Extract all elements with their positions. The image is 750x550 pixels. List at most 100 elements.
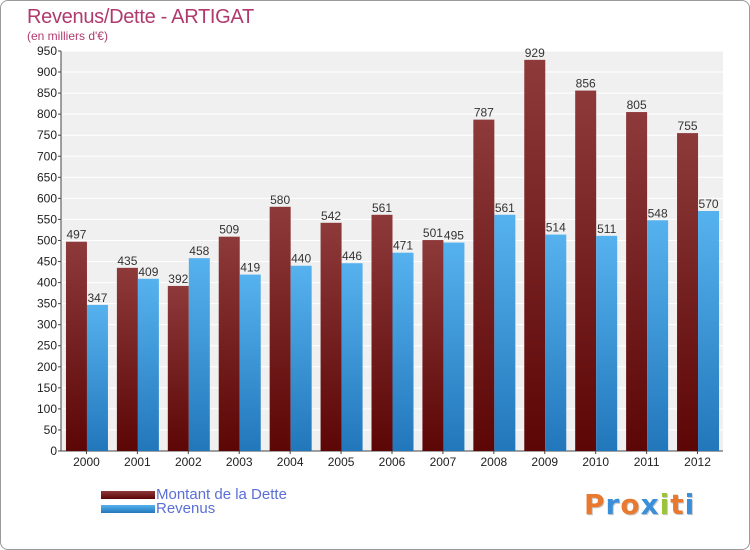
bar-dette-2001 (116, 267, 138, 451)
y-tick-label: 950 (37, 44, 57, 58)
data-label: 787 (474, 106, 494, 120)
y-tick-label: 0 (50, 444, 57, 458)
bar-dette-2009 (524, 59, 546, 452)
legend-item-revenus: Revenus (101, 500, 501, 517)
x-tick-label: 2010 (582, 455, 609, 469)
data-label: 409 (138, 265, 158, 279)
data-label: 570 (699, 197, 719, 211)
bar-dette-2002 (167, 285, 189, 451)
y-tick-label: 700 (37, 149, 57, 163)
bar-revenus-2007 (443, 242, 465, 451)
y-tick-label: 150 (37, 381, 57, 395)
y-tick-label: 500 (37, 233, 57, 247)
y-tick-label: 800 (37, 107, 57, 121)
logo-letter: t (670, 488, 685, 521)
bar-revenus-2002 (188, 258, 210, 451)
data-label: 471 (393, 239, 413, 253)
bar-revenus-2005 (341, 263, 363, 451)
x-tick-label: 2012 (684, 455, 711, 469)
y-tick-label: 400 (37, 276, 57, 290)
bar-revenus-2001 (137, 278, 159, 451)
data-label: 458 (189, 244, 209, 258)
bar-dette-2003 (218, 236, 240, 451)
x-tick-label: 2008 (480, 455, 507, 469)
y-tick-label: 750 (37, 128, 57, 142)
bar-revenus-2000 (86, 304, 108, 451)
legend-label-dette: Montant de la Dette (156, 486, 287, 503)
logo-letter: i (684, 488, 696, 521)
data-label: 497 (66, 228, 86, 242)
y-tick-label: 600 (37, 191, 57, 205)
chart-title: Revenus/Dette - ARTIGAT (27, 6, 254, 28)
data-label: 580 (270, 193, 290, 207)
data-label: 805 (627, 98, 647, 112)
x-tick-label: 2009 (531, 455, 558, 469)
chart-subtitle: (en milliers d'€) (27, 29, 108, 43)
data-label: 929 (525, 46, 545, 60)
data-label: 347 (87, 291, 107, 305)
data-label: 561 (372, 201, 392, 215)
x-tick-label: 2004 (277, 455, 304, 469)
legend-swatch-revenus (101, 505, 155, 513)
legend-swatch-dette (101, 491, 155, 499)
x-tick-label: 2002 (175, 455, 202, 469)
y-tick-label: 900 (37, 65, 57, 79)
data-label: 495 (444, 229, 464, 243)
y-tick-label: 450 (37, 255, 57, 269)
data-label: 509 (219, 223, 239, 237)
y-tick-label: 250 (37, 339, 57, 353)
data-label: 856 (576, 77, 596, 91)
bar-dette-2006 (371, 214, 393, 451)
data-label: 419 (240, 261, 260, 275)
bar-revenus-2008 (494, 214, 516, 451)
x-tick-label: 2007 (430, 455, 457, 469)
logo-letter: i (659, 488, 671, 521)
bar-revenus-2003 (239, 274, 261, 451)
data-label: 392 (168, 272, 188, 286)
legend-label-revenus: Revenus (156, 500, 216, 517)
bar-dette-2005 (320, 222, 342, 451)
y-tick-label: 50 (44, 423, 58, 437)
legend-item-dette: Montant de la Dette (101, 486, 501, 503)
bar-revenus-2004 (290, 265, 312, 451)
data-label: 511 (597, 222, 616, 236)
x-tick-label: 2006 (379, 455, 406, 469)
x-tick-label: 2001 (124, 455, 151, 469)
bar-dette-2008 (473, 119, 495, 451)
y-tick-label: 850 (37, 86, 57, 100)
data-label: 501 (423, 226, 443, 240)
logo-letter: x (640, 488, 660, 521)
bar-revenus-2010 (596, 235, 618, 451)
bar-dette-2007 (422, 240, 444, 451)
bar-dette-2004 (269, 206, 291, 451)
data-label: 435 (117, 254, 137, 268)
bar-revenus-2009 (545, 234, 567, 451)
y-tick-label: 200 (37, 360, 57, 374)
data-label: 440 (291, 252, 311, 266)
y-tick-label: 350 (37, 297, 57, 311)
x-tick-label: 2005 (328, 455, 355, 469)
data-label: 548 (648, 206, 668, 220)
bar-revenus-2011 (647, 220, 669, 451)
data-label: 514 (546, 221, 566, 235)
data-label: 542 (321, 209, 341, 223)
proxiti-logo: Proxiti (584, 488, 695, 521)
y-tick-label: 550 (37, 212, 57, 226)
x-tick-label: 2000 (73, 455, 100, 469)
bar-dette-2012 (677, 133, 699, 451)
y-tick-label: 100 (37, 402, 57, 416)
data-label: 755 (678, 119, 698, 133)
logo-letter: r (605, 488, 621, 521)
data-label: 561 (495, 201, 515, 215)
bar-dette-2010 (575, 90, 597, 451)
bar-revenus-2006 (392, 252, 414, 451)
logo-letter: o (620, 488, 641, 521)
bar-dette-2000 (65, 241, 87, 451)
bar-revenus-2012 (698, 211, 720, 451)
y-tick-label: 650 (37, 170, 57, 184)
bar-dette-2011 (626, 112, 648, 451)
data-label: 446 (342, 249, 362, 263)
y-tick-label: 300 (37, 318, 57, 332)
